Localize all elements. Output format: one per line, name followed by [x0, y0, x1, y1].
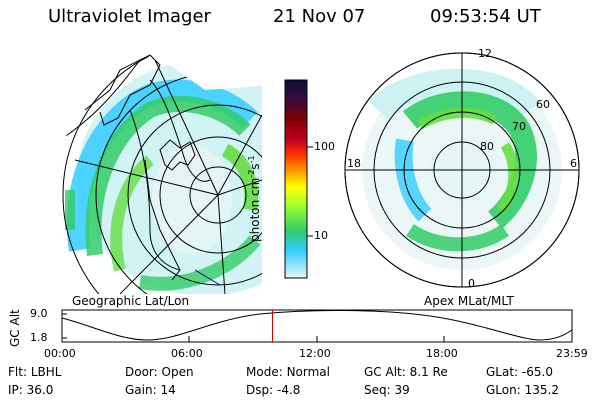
dsp-label: Dsp: — [246, 383, 274, 397]
gc-altitude-panel — [61, 309, 573, 343]
mlat-label-80: 80 — [480, 140, 494, 153]
footer-seq: Seq: 39 — [364, 384, 410, 396]
ip-value: 36.0 — [26, 383, 54, 397]
gc-xtick-1200: 12:00 — [299, 347, 331, 360]
flt-value: LBHL — [30, 365, 62, 379]
colorbar — [284, 79, 313, 279]
colorbar-label-text: photon cm — [248, 177, 262, 242]
aurora-oval-magnetic — [362, 68, 562, 270]
glat-value: -65.0 — [521, 365, 553, 379]
mlat-label-60: 60 — [536, 98, 550, 111]
dsp-value: -4.8 — [276, 383, 301, 397]
footer-mode: Mode: Normal — [246, 366, 330, 378]
gc-xtick-0600: 06:00 — [171, 347, 203, 360]
instrument-title: Ultraviolet Imager — [48, 6, 211, 27]
ip-label: IP: — [8, 383, 23, 397]
mlt-dial — [344, 52, 580, 288]
mlt-label-6: 6 — [570, 157, 577, 170]
gc-ylabel: GC Alt — [8, 309, 22, 347]
geographic-map — [62, 52, 262, 294]
footer-door: Door: Open — [125, 366, 194, 378]
seq-value: 39 — [394, 383, 410, 397]
mode-value: Normal — [286, 365, 330, 379]
glat-label: GLat: — [486, 365, 519, 379]
time-label: 09:53:54 UT — [430, 6, 541, 27]
mlt-label-0: 0 — [468, 277, 475, 290]
footer-gcalt: GC Alt: 8.1 Re — [364, 366, 448, 378]
mlat-label-70: 70 — [512, 120, 526, 133]
colorbar-label-sup1: -2 — [247, 169, 256, 178]
footer-flt: Flt: LBHL — [8, 366, 61, 378]
colorbar-tick-100: 100 — [314, 140, 335, 153]
date-label: 21 Nov 07 — [273, 6, 366, 27]
colorbar-label-mid: s — [248, 163, 262, 170]
footer-glat: GLat: -65.0 — [486, 366, 553, 378]
gcalt-value: 8.1 Re — [409, 365, 448, 379]
colorbar-label-sup2: -1 — [247, 155, 256, 164]
mode-label: Mode: — [246, 365, 283, 379]
coastline — [84, 54, 196, 281]
gc-ytick-high: 9.0 — [30, 307, 48, 320]
gain-value: 14 — [160, 383, 176, 397]
glon-value: 135.2 — [524, 383, 559, 397]
apex-caption: Apex MLat/MLT — [424, 294, 514, 308]
footer-dsp: Dsp: -4.8 — [246, 384, 300, 396]
mlt-label-18: 18 — [347, 157, 361, 170]
gc-xtick-0000: 00:00 — [44, 347, 76, 360]
seq-label: Seq: — [364, 383, 391, 397]
door-label: Door: — [125, 365, 158, 379]
flt-label: Flt: — [8, 365, 27, 379]
mlt-label-12: 12 — [478, 47, 492, 60]
terminator-line — [194, 269, 221, 286]
dial-grid — [344, 52, 580, 288]
glon-label: GLon: — [486, 383, 521, 397]
gc-xtick-1800: 18:00 — [426, 347, 458, 360]
colorbar-label: photon cm-2s-1 — [247, 155, 262, 242]
aurora-oval-geographic — [65, 60, 262, 294]
gc-altitude-curve — [61, 309, 573, 341]
colorbar-gradient — [284, 79, 308, 279]
gcalt-label: GC Alt: — [364, 365, 406, 379]
footer-gain: Gain: 14 — [125, 384, 176, 396]
gc-xtick-2359: 23:59 — [556, 347, 588, 360]
footer-glon: GLon: 135.2 — [486, 384, 559, 396]
geographic-caption: Geographic Lat/Lon — [72, 294, 190, 308]
gc-ytick-low: 1.8 — [30, 331, 48, 344]
door-value: Open — [161, 365, 194, 379]
colorbar-tick-10: 10 — [314, 229, 328, 242]
footer-ip: IP: 36.0 — [8, 384, 53, 396]
gain-label: Gain: — [125, 383, 157, 397]
